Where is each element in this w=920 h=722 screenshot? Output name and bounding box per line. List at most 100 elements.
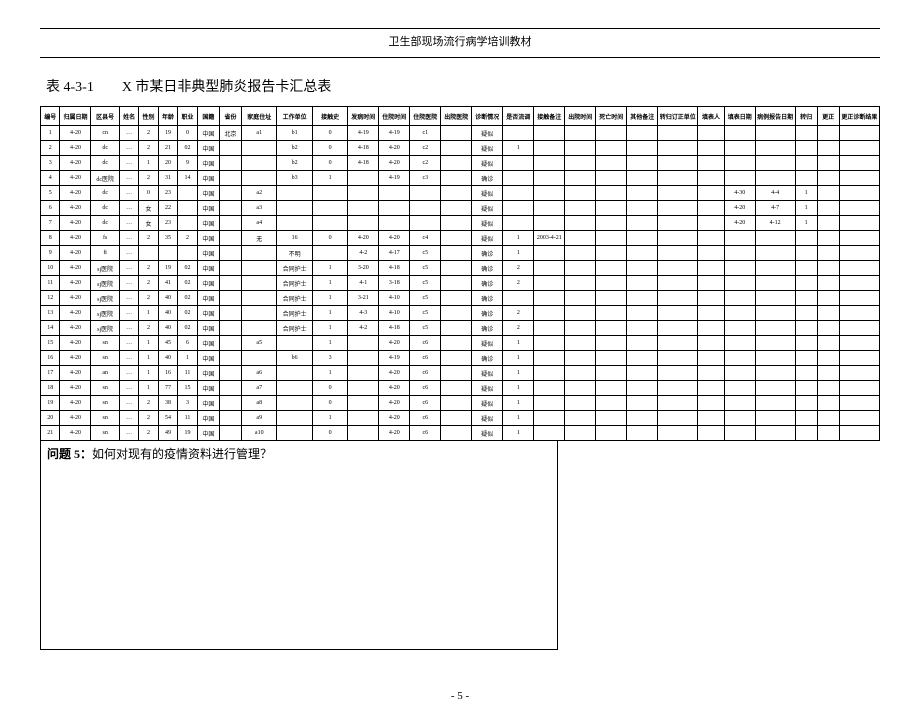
column-header: 出院时间 bbox=[565, 107, 596, 126]
table-row: 64-20dc…女22中国a3疑似4-204-71 bbox=[41, 201, 880, 216]
table-cell bbox=[755, 126, 795, 141]
table-cell bbox=[242, 291, 277, 306]
table-cell: c1 bbox=[410, 126, 441, 141]
table-cell bbox=[596, 306, 627, 321]
table-cell: 6 bbox=[178, 336, 197, 351]
table-cell: 1 bbox=[312, 261, 347, 276]
table-cell bbox=[839, 126, 879, 141]
table-cell bbox=[698, 141, 725, 156]
table-cell: c6 bbox=[410, 336, 441, 351]
table-cell: 4-20 bbox=[379, 426, 410, 441]
table-cell bbox=[817, 306, 839, 321]
table-cell: 中国 bbox=[197, 156, 219, 171]
table-cell: 4-20 bbox=[60, 381, 91, 396]
table-cell: 4-20 bbox=[60, 246, 91, 261]
table-cell bbox=[379, 201, 410, 216]
header-rule-top bbox=[40, 28, 880, 29]
table-cell: 17 bbox=[41, 366, 60, 381]
table-cell bbox=[724, 321, 755, 336]
table-cell: 18 bbox=[41, 381, 60, 396]
table-cell: 合同护士 bbox=[277, 291, 312, 306]
table-cell bbox=[534, 156, 565, 171]
table-cell bbox=[658, 396, 698, 411]
table-cell bbox=[817, 351, 839, 366]
table-cell bbox=[277, 186, 312, 201]
table-cell: 15 bbox=[178, 381, 197, 396]
table-cell: 确诊 bbox=[472, 321, 503, 336]
table-cell bbox=[698, 291, 725, 306]
table-cell: 合同护士 bbox=[277, 261, 312, 276]
table-cell bbox=[596, 156, 627, 171]
table-cell: 02 bbox=[178, 141, 197, 156]
question-box: 问题 5：如何对现有的疫情资料进行管理？ bbox=[40, 440, 558, 650]
table-cell bbox=[627, 366, 658, 381]
table-cell bbox=[503, 156, 534, 171]
table-cell bbox=[565, 351, 596, 366]
table-cell bbox=[755, 366, 795, 381]
table-cell: b1 bbox=[277, 126, 312, 141]
table-cell: 疑似 bbox=[472, 126, 503, 141]
table-cell: 中国 bbox=[197, 126, 219, 141]
table-cell: 40 bbox=[158, 306, 177, 321]
table-cell: 8 bbox=[41, 231, 60, 246]
table-cell bbox=[565, 141, 596, 156]
table-cell bbox=[139, 246, 158, 261]
table-cell bbox=[219, 216, 241, 231]
table-cell bbox=[795, 276, 817, 291]
table-cell bbox=[755, 156, 795, 171]
table-cell: 中国 bbox=[197, 201, 219, 216]
table-cell: 2 bbox=[503, 276, 534, 291]
table-cell bbox=[698, 426, 725, 441]
table-row: 24-20dc…22102中国b204-184-20c2疑似1 bbox=[41, 141, 880, 156]
table-cell bbox=[348, 171, 379, 186]
table-cell: a2 bbox=[242, 186, 277, 201]
table-cell bbox=[698, 321, 725, 336]
table-cell: sn bbox=[91, 351, 119, 366]
table-cell bbox=[219, 291, 241, 306]
table-cell: 4-18 bbox=[348, 141, 379, 156]
table-cell: 02 bbox=[178, 321, 197, 336]
table-cell bbox=[839, 381, 879, 396]
table-cell: 2 bbox=[139, 276, 158, 291]
table-cell: 疑似 bbox=[472, 186, 503, 201]
table-cell: 3 bbox=[312, 351, 347, 366]
table-cell bbox=[441, 231, 472, 246]
table-cell: fs bbox=[91, 231, 119, 246]
table-cell: 1 bbox=[503, 336, 534, 351]
table-cell bbox=[839, 336, 879, 351]
table-cell: 中国 bbox=[197, 171, 219, 186]
table-cell: 中国 bbox=[197, 216, 219, 231]
table-cell bbox=[277, 411, 312, 426]
table-cell bbox=[839, 411, 879, 426]
table-cell bbox=[596, 216, 627, 231]
table-cell bbox=[312, 186, 347, 201]
table-cell: … bbox=[119, 216, 138, 231]
table-cell: 0 bbox=[312, 156, 347, 171]
table-cell bbox=[441, 141, 472, 156]
table-cell: 女 bbox=[139, 216, 158, 231]
table-cell bbox=[755, 141, 795, 156]
table-cell: 疑似 bbox=[472, 216, 503, 231]
table-cell bbox=[839, 306, 879, 321]
table-cell bbox=[627, 411, 658, 426]
table-cell bbox=[441, 276, 472, 291]
table-cell bbox=[534, 426, 565, 441]
table-cell bbox=[724, 336, 755, 351]
table-cell: 疑似 bbox=[472, 396, 503, 411]
table-row: 74-20dc…女23中国a4疑似4-204-121 bbox=[41, 216, 880, 231]
table-cell bbox=[839, 216, 879, 231]
table-cell: b6 bbox=[277, 351, 312, 366]
table-cell bbox=[658, 261, 698, 276]
table-cell: 1 bbox=[795, 186, 817, 201]
table-cell: 45 bbox=[158, 336, 177, 351]
table-cell: 4-20 bbox=[379, 411, 410, 426]
table-cell bbox=[219, 186, 241, 201]
table-cell bbox=[565, 186, 596, 201]
table-cell: 11 bbox=[41, 276, 60, 291]
table-cell: … bbox=[119, 126, 138, 141]
table-cell: 中国 bbox=[197, 351, 219, 366]
table-cell: 4-4 bbox=[755, 186, 795, 201]
table-cell: 1 bbox=[178, 351, 197, 366]
table-cell: 北京 bbox=[219, 126, 241, 141]
table-cell bbox=[795, 381, 817, 396]
